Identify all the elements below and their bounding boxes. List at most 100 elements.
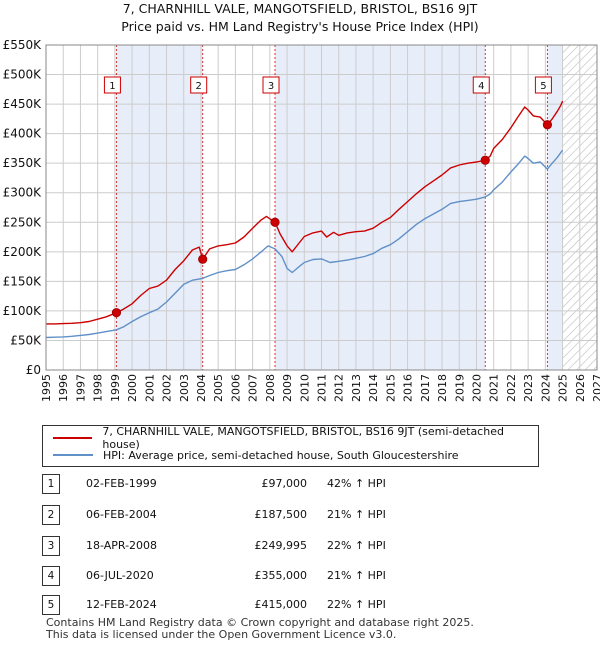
title-subtitle: Price paid vs. HM Land Registry's House … (121, 19, 479, 34)
y-tick-label: £500K (3, 68, 43, 82)
sale-price: £415,000 (254, 598, 308, 611)
sale-label-box (262, 76, 280, 94)
property-series-line (46, 100, 564, 325)
sale-date: 06-JUL-2020 (86, 569, 154, 582)
sale-row: 5 12-FEB-2024 £415,000 22% ↑ HPI (42, 595, 562, 615)
shade-band (116, 45, 203, 370)
sale-point (542, 120, 553, 130)
sale-number: 4 (42, 566, 60, 586)
sale-date: 02-FEB-1999 (86, 477, 157, 490)
y-tick-label: £350K (3, 156, 43, 170)
x-tick-label: 2015 (384, 374, 397, 402)
sale-number: 5 (42, 595, 60, 615)
x-tick-label: 1998 (92, 374, 105, 402)
legend: 7, CHARNHILL VALE, MANGOTSFIELD, BRISTOL… (42, 425, 539, 467)
x-tick-label: 2019 (453, 374, 466, 402)
sale-date: 12-FEB-2024 (86, 598, 157, 611)
sale-label-number: 1 (109, 81, 115, 92)
y-tick-label: £150K (3, 274, 43, 288)
x-tick-label: 2000 (126, 374, 139, 402)
x-tick-label: 2025 (557, 374, 570, 402)
x-tick-label: 2003 (178, 374, 191, 402)
sale-label-box (103, 76, 121, 94)
x-tick-label: 2009 (281, 374, 294, 402)
sale-point (111, 308, 122, 318)
x-tick-label: 2001 (143, 374, 156, 402)
sale-date: 18-APR-2008 (86, 539, 158, 552)
sale-point (198, 254, 208, 264)
sale-hpi-diff: 21% ↑ HPI (327, 508, 386, 521)
legend-item-hpi: HPI: Average price, semi-detached house,… (53, 447, 459, 463)
x-tick-label: 1996 (57, 374, 70, 402)
sale-label-box (534, 76, 552, 94)
legend-swatch-hpi (53, 454, 93, 456)
x-tick-label: 2027 (591, 374, 600, 402)
sale-date: 06-FEB-2004 (86, 508, 157, 521)
plot-frame (45, 44, 598, 371)
sale-price: £187,500 (254, 508, 308, 521)
y-tick-label: £200K (3, 245, 43, 259)
sale-row: 3 18-APR-2008 £249,995 22% ↑ HPI (42, 536, 562, 556)
x-tick-label: 2018 (436, 374, 449, 402)
shade-band (275, 45, 486, 370)
x-tick-label: 2014 (367, 374, 380, 402)
x-tick-label: 2017 (419, 374, 432, 402)
x-tick-label: 2023 (522, 374, 535, 402)
x-tick-label: 2008 (264, 374, 277, 402)
sale-price: £355,000 (254, 569, 308, 582)
x-tick-label: 2012 (333, 374, 346, 402)
y-axis-tick-labels: £0 £50K £100K £150K £200K £250K £300K £350K £400… (3, 38, 43, 377)
x-tick-label: 2006 (229, 374, 242, 402)
x-tick-label: 2016 (402, 374, 415, 402)
sale-hpi-diff: 42% ↑ HPI (327, 477, 386, 490)
shade-band (547, 45, 563, 370)
x-tick-label: 2011 (316, 374, 329, 402)
ownership-shading (116, 45, 563, 370)
sale-row: 2 06-FEB-2004 £187,500 21% ↑ HPI (42, 505, 562, 525)
footer-license: This data is licensed under the Open Gov… (46, 628, 397, 641)
y-tick-label: £450K (3, 97, 43, 111)
sale-number: 2 (42, 505, 60, 525)
series-lines (46, 100, 564, 339)
sale-number: 1 (42, 474, 60, 494)
x-tick-label: 2024 (539, 374, 552, 402)
x-tick-label: 2022 (505, 374, 518, 402)
y-tick-label: £550K (3, 38, 43, 52)
sale-point (480, 155, 490, 165)
x-tick-label: 2005 (212, 374, 225, 402)
x-tick-label: 2007 (247, 374, 260, 402)
price-chart: 1 2 3 4 5 £0 £50K £100K £150K £200K £250K £300K £35… (3, 38, 600, 402)
y-tick-label: £400K (3, 127, 43, 141)
sale-label-number: 3 (268, 81, 274, 92)
x-tick-label: 2013 (350, 374, 363, 402)
x-tick-label: 2010 (298, 374, 311, 402)
sale-number-labels: 1 2 3 4 5 (103, 76, 552, 94)
legend-item-property: 7, CHARNHILL VALE, MANGOTSFIELD, BRISTOL… (53, 425, 538, 451)
sale-point (270, 217, 280, 227)
legend-label-property: 7, CHARNHILL VALE, MANGOTSFIELD, BRISTOL… (102, 425, 504, 451)
hpi-series-line (46, 149, 564, 339)
x-tick-label: 1999 (109, 374, 122, 402)
title-address: 7, CHARNHILL VALE, MANGOTSFIELD, BRISTOL… (122, 1, 478, 16)
footer-attribution: Contains HM Land Registry data © Crown c… (46, 617, 474, 641)
sale-hpi-diff: 22% ↑ HPI (327, 539, 386, 552)
y-tick-label: £100K (3, 304, 43, 318)
sale-points (111, 120, 553, 318)
x-tick-label: 1995 (40, 374, 53, 402)
sale-label-number: 5 (540, 81, 546, 92)
x-axis-tick-labels: 1995 1996 1997 1998 1999 2000 2001 2002 2003 2004… (40, 374, 600, 402)
legend-swatch-property (53, 437, 93, 439)
sale-price: £249,995 (254, 539, 308, 552)
sale-label-number: 4 (478, 81, 484, 92)
y-tick-label: £0 (26, 363, 41, 377)
x-tick-label: 2004 (195, 374, 208, 402)
sale-hpi-diff: 21% ↑ HPI (327, 569, 386, 582)
y-tick-label: £250K (3, 215, 43, 229)
x-tick-label: 2020 (470, 374, 483, 402)
sale-row: 4 06-JUL-2020 £355,000 21% ↑ HPI (42, 566, 562, 586)
legend-label-hpi: HPI: Average price, semi-detached house,… (103, 448, 459, 462)
x-tick-label: 2002 (161, 374, 174, 402)
sale-label-number: 2 (196, 81, 202, 92)
sale-hpi-diff: 22% ↑ HPI (327, 598, 386, 611)
x-tick-label: 1997 (74, 374, 87, 402)
